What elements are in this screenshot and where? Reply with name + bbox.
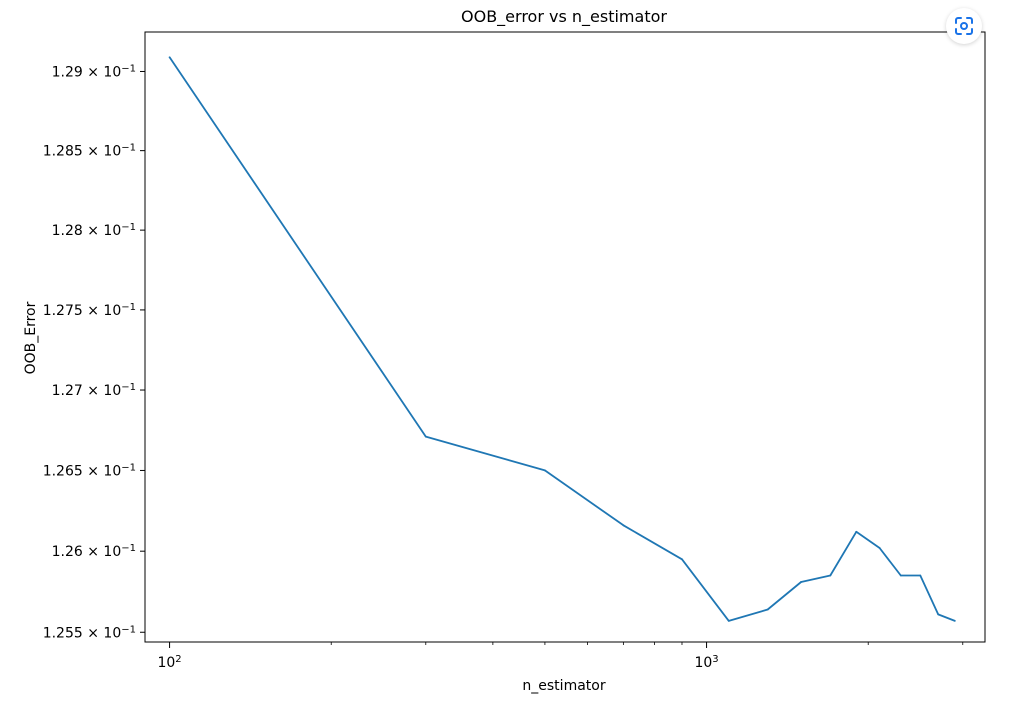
data-point [937,613,940,616]
x-tick-label: 102 [157,654,181,672]
data-point [424,435,427,438]
data-point [878,547,881,549]
y-tick-label: 1.27 × 10−1 [52,382,136,400]
series-line [168,56,956,622]
y-tick-label: 1.29 × 10−1 [52,63,136,81]
google-lens-button[interactable] [946,8,982,44]
data-point [727,619,730,622]
x-axis-ticks: 102 103 [157,642,719,672]
y-tick-label: 1.28 × 10−1 [52,222,136,240]
x-tick-label: 103 [694,654,718,672]
y-axis-ticks: 1.255 × 10−1 1.26 × 10−1 1.265 × 10−1 1.27 … [43,63,145,641]
y-tick-label: 1.255 × 10−1 [43,624,136,642]
data-point [681,558,683,561]
data-points [168,56,956,622]
y-tick-label: 1.285 × 10−1 [43,142,136,160]
y-axis-label: OOB_Error [23,301,39,374]
data-point [544,469,546,472]
plot-area [144,31,986,643]
data-point [829,574,832,577]
data-point [168,56,171,59]
y-tick-label: 1.275 × 10−1 [43,301,136,319]
data-point [855,530,858,533]
data-point [622,524,625,527]
y-tick-label: 1.26 × 10−1 [52,543,136,561]
data-point [766,608,769,611]
x-axis-minor-ticks [330,642,964,645]
data-point [800,581,803,583]
chart-title: OOB_error vs n_estimator [461,7,667,27]
data-point [919,574,922,577]
data-point [899,574,902,577]
x-axis-label: n_estimator [522,678,605,694]
data-point [953,619,956,622]
y-tick-label: 1.265 × 10−1 [43,462,136,480]
google-lens-icon [955,17,973,35]
